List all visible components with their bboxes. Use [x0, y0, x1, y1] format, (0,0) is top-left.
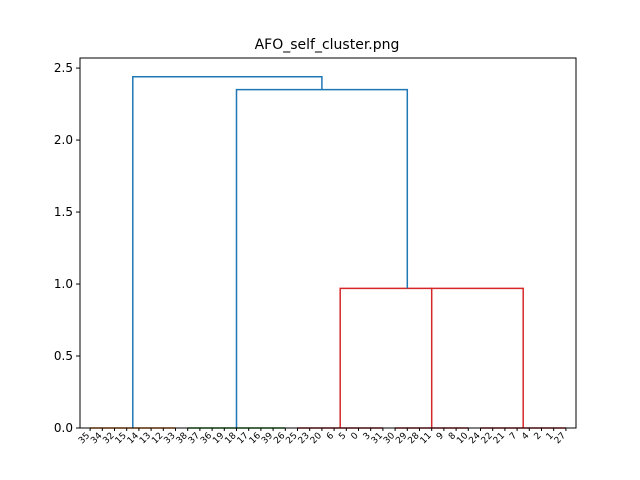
- leaf-label: 8: [447, 431, 458, 442]
- leaf-label: 20: [309, 431, 324, 446]
- y-axis: 0.0 0.5 1.0 1.5 2.0 2.5: [54, 61, 80, 435]
- link-blue-green-red: [235, 88, 409, 428]
- link-red-bc: [430, 287, 524, 428]
- y-tick-label: 2.0: [54, 133, 73, 147]
- y-tick-label: 2.5: [54, 61, 73, 75]
- leaf-label: 4: [520, 431, 531, 442]
- leaf-label: 0: [349, 431, 360, 442]
- leaf-label: 2: [532, 431, 543, 442]
- plot-frame: [79, 57, 577, 429]
- leaf-label: 7: [508, 431, 519, 442]
- leaf-label: 9: [435, 431, 446, 442]
- y-tick-label: 0.5: [54, 349, 73, 363]
- dendrogram-links: [90, 75, 566, 429]
- leaf-label: 5: [337, 431, 348, 442]
- leaf-label: 27: [553, 431, 568, 446]
- link-red-abc: [339, 287, 432, 428]
- link-blue-root: [132, 75, 323, 428]
- leaf-label: 1: [545, 431, 556, 442]
- chart-title: AFO_self_cluster.png: [255, 37, 400, 53]
- y-tick-label: 1.5: [54, 205, 73, 219]
- y-tick-label: 1.0: [54, 277, 73, 291]
- leaf-label: 3: [362, 431, 373, 442]
- leaf-label: 11: [419, 431, 434, 446]
- leaf-label: 21: [492, 431, 507, 446]
- x-axis: 3534321514131233383736191817163926252320…: [77, 428, 568, 446]
- y-tick-label: 0.0: [54, 421, 73, 435]
- leaf-label: 6: [325, 431, 336, 442]
